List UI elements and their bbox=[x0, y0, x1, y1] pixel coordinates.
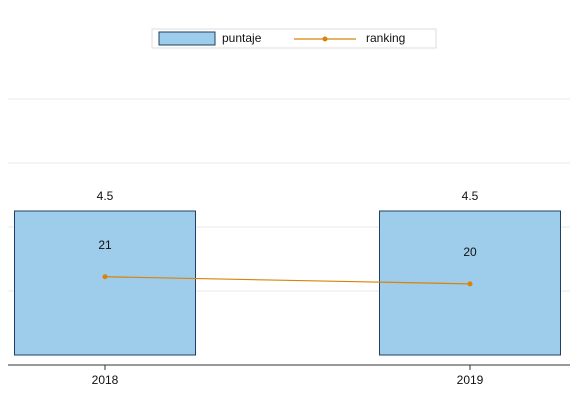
value-label: 4.5 bbox=[97, 189, 114, 203]
legend-marker bbox=[322, 36, 328, 42]
x-tick-label: 2018 bbox=[92, 373, 119, 387]
point bbox=[467, 281, 473, 287]
legend-label: puntaje bbox=[222, 31, 262, 45]
legend-label: ranking bbox=[366, 31, 405, 45]
bar bbox=[14, 210, 196, 356]
legend-swatch bbox=[158, 31, 216, 46]
point bbox=[102, 274, 108, 280]
value-label: 20 bbox=[463, 245, 477, 259]
value-label: 4.5 bbox=[462, 189, 479, 203]
line bbox=[104, 276, 471, 285]
value-label: 21 bbox=[98, 238, 112, 252]
x-tick-label: 2019 bbox=[457, 373, 484, 387]
